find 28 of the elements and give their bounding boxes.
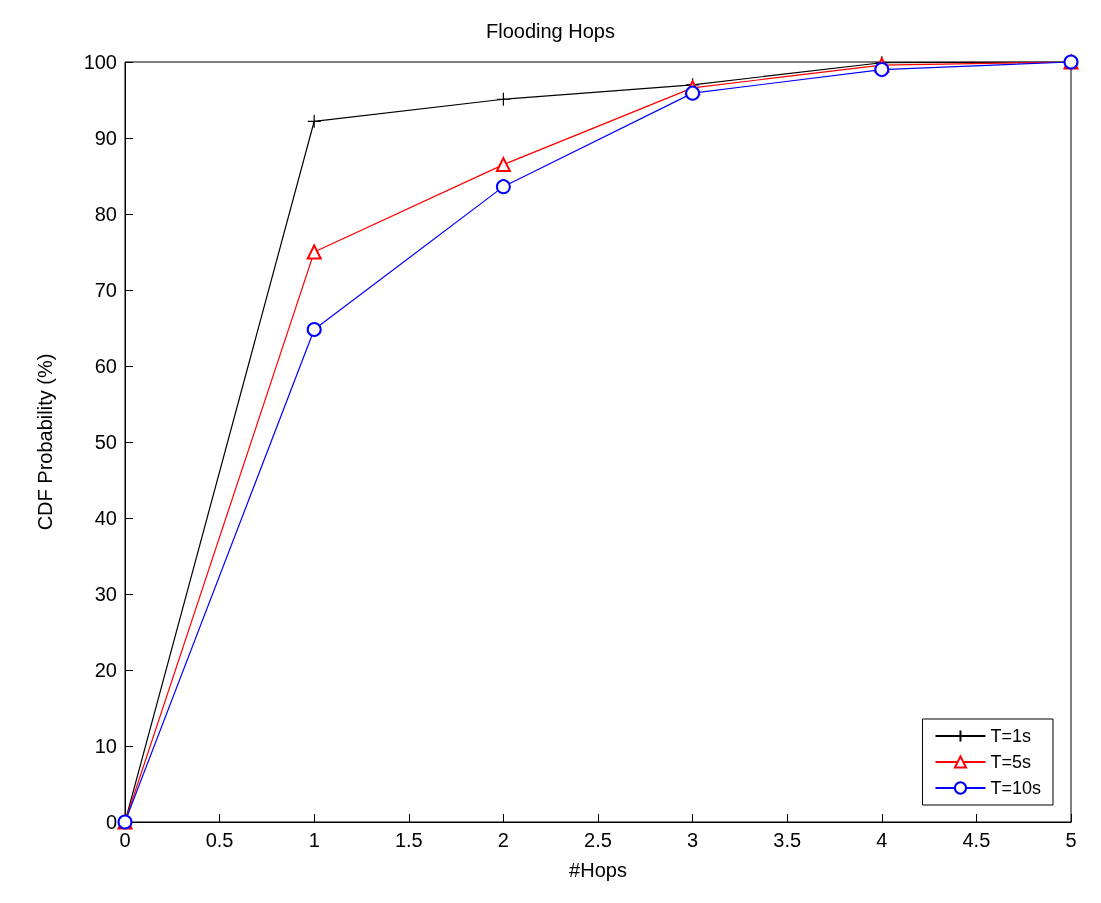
y-tick-label: 50 — [94, 431, 117, 453]
x-tick-label: 0 — [119, 829, 131, 851]
y-tick-label: 90 — [94, 127, 117, 149]
y-axis-title: CDF Probability (%) — [34, 353, 56, 531]
x-tick-label: 1.5 — [394, 829, 423, 851]
x-axis-title: #Hops — [569, 859, 627, 881]
y-tick-label: 80 — [94, 203, 117, 225]
x-tick-label: 3 — [687, 829, 699, 851]
x-tick-label: 2 — [497, 829, 509, 851]
x-tick-label: 1 — [308, 829, 320, 851]
legend-label: T=1s — [990, 726, 1031, 746]
chart-title: Flooding Hops — [486, 20, 615, 42]
y-tick-label: 60 — [94, 355, 117, 377]
x-tick-label: 2.5 — [584, 829, 612, 851]
y-tick-label: 30 — [94, 583, 117, 605]
legend-label: T=10s — [990, 778, 1041, 798]
x-tick-label: 0.5 — [205, 829, 234, 851]
y-tick-label: 70 — [94, 279, 117, 301]
x-tick-label: 4 — [876, 829, 888, 851]
y-tick-label: 20 — [94, 659, 117, 681]
y-tick-label: 0 — [105, 811, 117, 833]
y-tick-label: 10 — [94, 735, 117, 757]
x-tick-label: 5 — [1065, 829, 1077, 851]
legend-label: T=5s — [990, 752, 1031, 772]
x-tick-label: 3.5 — [773, 829, 802, 851]
y-tick-label: 100 — [83, 51, 117, 73]
y-tick-label: 40 — [94, 507, 117, 529]
x-tick-label: 4.5 — [962, 829, 991, 851]
